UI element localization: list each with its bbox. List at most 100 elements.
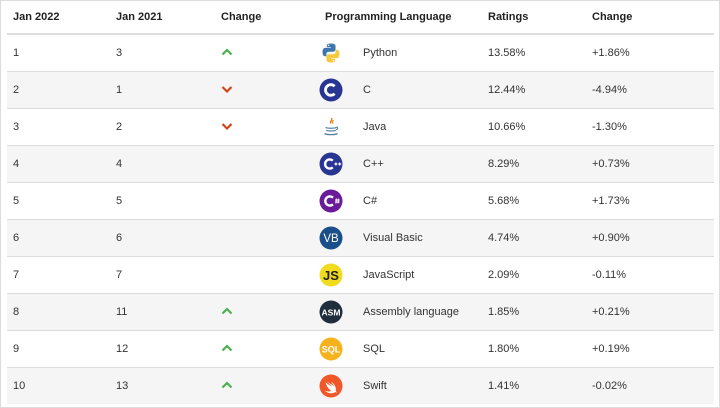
- rank-jan-2022: 6: [7, 219, 110, 257]
- swift-logo-icon: [319, 374, 343, 398]
- chevron-up-icon: [221, 306, 233, 314]
- chevron-up-icon: [221, 47, 233, 55]
- table-row: 6 6 VB Visual Basic 4.74% +0.90%: [7, 219, 714, 257]
- language-logo-cell: SQL: [319, 330, 357, 368]
- svg-text:ASM: ASM: [322, 308, 341, 318]
- chevron-down-icon: [221, 122, 233, 130]
- svg-text:VB: VB: [323, 233, 339, 245]
- rating-value: 12.44%: [482, 71, 586, 109]
- rank-jan-2021: 4: [110, 145, 215, 183]
- language-name: C: [357, 71, 482, 109]
- table-row: 3 2 Java 10.66% -1.30%: [7, 108, 714, 146]
- rating-change: -0.11%: [586, 256, 714, 294]
- rating-change: +1.73%: [586, 182, 714, 220]
- rank-change-cell: [215, 182, 319, 220]
- rank-jan-2022: 5: [7, 182, 110, 220]
- rating-change: -0.02%: [586, 367, 714, 404]
- rating-value: 1.41%: [482, 367, 586, 404]
- rank-jan-2021: 1: [110, 71, 215, 109]
- language-logo-cell: VB: [319, 219, 357, 257]
- java-logo-icon: [324, 117, 339, 136]
- visual-basic-logo-icon: VB: [319, 226, 343, 250]
- table-row: 1 3 Python 13.58% +1.86%: [7, 33, 714, 72]
- table-row: 4 4 C++ 8.29% +0.73%: [7, 145, 714, 183]
- chevron-up-icon: [221, 343, 233, 351]
- rank-jan-2022: 4: [7, 145, 110, 183]
- language-name: Java: [357, 108, 482, 146]
- csharp-logo-icon: [319, 189, 343, 213]
- assembly-logo-icon: ASM: [319, 300, 343, 324]
- rank-change-cell: [215, 71, 319, 109]
- rank-jan-2021: 5: [110, 182, 215, 220]
- language-logo-cell: [319, 71, 357, 109]
- rating-value: 8.29%: [482, 145, 586, 183]
- language-ranking-table: Jan 2022 Jan 2021 Change Programming Lan…: [7, 1, 714, 404]
- rating-value: 1.80%: [482, 330, 586, 368]
- language-name: Python: [357, 33, 482, 72]
- rank-jan-2021: 13: [110, 367, 215, 404]
- rank-jan-2021: 12: [110, 330, 215, 368]
- c-logo-icon: [319, 78, 343, 102]
- language-name: Assembly language: [357, 293, 482, 331]
- cpp-logo-icon: [319, 152, 343, 176]
- language-logo-cell: [319, 367, 357, 404]
- language-name: JavaScript: [357, 256, 482, 294]
- table-row: 8 11 ASM Assembly language 1.85% +0.21%: [7, 293, 714, 331]
- rank-jan-2021: 3: [110, 33, 215, 72]
- rating-value: 5.68%: [482, 182, 586, 220]
- rank-change-cell: [215, 330, 319, 368]
- sql-logo-icon: SQL: [319, 337, 343, 361]
- rank-change-cell: [215, 293, 319, 331]
- rank-jan-2022: 7: [7, 256, 110, 294]
- rating-change: +0.90%: [586, 219, 714, 257]
- header-ratings[interactable]: Ratings: [482, 1, 586, 35]
- rating-value: 2.09%: [482, 256, 586, 294]
- rank-change-cell: [215, 108, 319, 146]
- rank-jan-2022: 8: [7, 293, 110, 331]
- header-ratings-change[interactable]: Change: [586, 1, 714, 35]
- table-row: 2 1 C 12.44% -4.94%: [7, 71, 714, 109]
- rating-value: 1.85%: [482, 293, 586, 331]
- table-row: 9 12 SQL SQL 1.80% +0.19%: [7, 330, 714, 368]
- python-logo-icon: [322, 43, 340, 63]
- rating-change: -1.30%: [586, 108, 714, 146]
- chevron-up-icon: [221, 380, 233, 388]
- table-header-row: Jan 2022 Jan 2021 Change Programming Lan…: [7, 1, 714, 35]
- rank-change-cell: [215, 145, 319, 183]
- rank-jan-2021: 6: [110, 219, 215, 257]
- language-logo-cell: [319, 145, 357, 183]
- rank-jan-2021: 2: [110, 108, 215, 146]
- rank-jan-2022: 9: [7, 330, 110, 368]
- table-row: 10 13 Swift 1.41% -0.02%: [7, 367, 714, 404]
- rating-value: 13.58%: [482, 33, 586, 72]
- rating-change: +0.21%: [586, 293, 714, 331]
- header-jan-2022[interactable]: Jan 2022: [7, 1, 110, 35]
- header-jan-2021[interactable]: Jan 2021: [110, 1, 215, 35]
- language-logo-cell: ASM: [319, 293, 357, 331]
- rank-jan-2022: 2: [7, 71, 110, 109]
- rank-change-cell: [215, 367, 319, 404]
- header-change[interactable]: Change: [215, 1, 319, 35]
- rating-change: +0.73%: [586, 145, 714, 183]
- rank-jan-2022: 10: [7, 367, 110, 404]
- chevron-down-icon: [221, 85, 233, 93]
- rank-jan-2021: 7: [110, 256, 215, 294]
- rating-value: 4.74%: [482, 219, 586, 257]
- rank-change-cell: [215, 33, 319, 72]
- svg-text:JS: JS: [323, 268, 339, 283]
- svg-text:SQL: SQL: [322, 345, 341, 355]
- header-programming-language[interactable]: Programming Language: [319, 1, 482, 35]
- rating-change: +1.86%: [586, 33, 714, 72]
- rank-jan-2022: 3: [7, 108, 110, 146]
- language-name: Visual Basic: [357, 219, 482, 257]
- language-logo-cell: [319, 108, 357, 146]
- table-row: 5 5 C# 5.68% +1.73%: [7, 182, 714, 220]
- table-row: 7 7 JS JavaScript 2.09% -0.11%: [7, 256, 714, 294]
- rating-change: -4.94%: [586, 71, 714, 109]
- javascript-logo-icon: JS: [319, 263, 343, 287]
- rating-value: 10.66%: [482, 108, 586, 146]
- language-logo-cell: [319, 182, 357, 220]
- rank-change-cell: [215, 256, 319, 294]
- rank-jan-2021: 11: [110, 293, 215, 331]
